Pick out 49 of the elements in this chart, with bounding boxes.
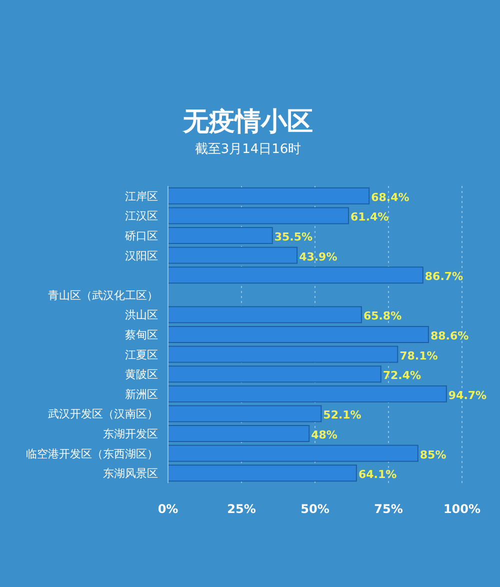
data-label: 78.1% — [400, 349, 438, 362]
x-tick-label: 75% — [374, 502, 403, 516]
bar — [168, 246, 298, 264]
y-tick-label: 新洲区 — [125, 388, 158, 401]
data-label: 61.4% — [350, 210, 389, 224]
data-label: 72.4% — [382, 369, 422, 382]
data-label: 52.1% — [323, 408, 362, 422]
bar — [168, 405, 322, 422]
chart-title: 无疫情小区 — [182, 107, 313, 137]
data-label: 35.5% — [274, 230, 313, 244]
bar — [168, 425, 310, 442]
data-label: 86.7% — [424, 270, 464, 284]
bar — [168, 306, 362, 324]
bar — [168, 266, 424, 284]
data-label: 48% — [311, 428, 338, 442]
data-label: 64.1% — [358, 468, 397, 482]
y-tick-label: 江夏区 — [125, 348, 158, 362]
data-label: 68.4% — [371, 190, 410, 204]
chart-subtitle: 截至3月14日16时 — [194, 142, 302, 157]
data-label: 65.8% — [363, 310, 402, 323]
data-label: 43.9% — [299, 250, 338, 264]
bar — [168, 385, 447, 402]
bar — [168, 464, 357, 482]
data-label: 85% — [420, 448, 446, 462]
y-tick-label: 硚口区 — [124, 230, 158, 242]
bar — [168, 187, 370, 204]
bar — [168, 346, 398, 363]
y-tick-label: 临空港开发区（东西湖区） — [26, 447, 158, 460]
y-tick-label: 东湖开发区 — [103, 428, 158, 440]
y-tick-label: 洪山区 — [125, 308, 158, 322]
bar — [168, 444, 418, 462]
data-label: 94.7% — [448, 388, 487, 402]
x-tick-label: 0% — [158, 502, 178, 516]
y-tick-label: 蔡甸区 — [125, 328, 158, 342]
x-tick-label: 25% — [227, 502, 256, 516]
y-tick-label: 江岸区 — [125, 190, 158, 203]
y-tick-label: 青山区（武汉化工区） — [48, 288, 158, 302]
y-tick-label: 黄陂区 — [125, 368, 158, 382]
x-tick-label: 50% — [300, 502, 330, 516]
bar — [168, 366, 382, 383]
data-label: 88.6% — [430, 330, 469, 342]
y-tick-label: 东湖风景区 — [103, 467, 158, 480]
y-tick-label: 武汉开发区（汉南区） — [48, 408, 158, 421]
y-tick-label: 汉阳区 — [125, 249, 158, 262]
y-tick-label: 江汉区 — [125, 210, 158, 223]
bar — [168, 326, 429, 343]
x-tick-label: 100% — [443, 502, 481, 516]
bar — [168, 207, 350, 224]
bar — [168, 227, 273, 244]
